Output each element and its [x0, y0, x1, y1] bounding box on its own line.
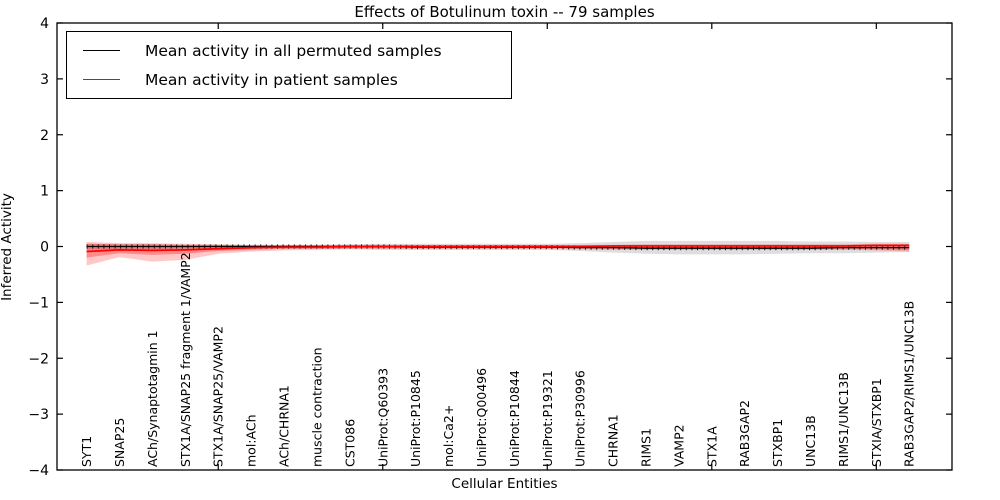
y-tick-label: 1 [40, 184, 49, 200]
x-entity-label: UniProt:Q00496 [474, 368, 489, 467]
x-entity-label: STX1A/SNAP25/VAMP2 [211, 326, 226, 467]
x-entity-label: STX1A [704, 426, 719, 467]
legend-line-sample-patient [83, 79, 120, 80]
x-entity-label: ACh/Synaptotagmin 1 [145, 330, 160, 467]
y-tick-label: 3 [40, 72, 49, 88]
x-entity-label: mol:ACh [244, 415, 259, 468]
x-entity-label: RIMS1 [639, 428, 654, 467]
legend-entry-patient: Mean activity in patient samples [67, 67, 511, 93]
x-entity-label: UniProt:P19321 [540, 370, 555, 467]
x-entity-label: UniProt:P10845 [408, 370, 423, 467]
legend-label-patient: Mean activity in patient samples [145, 70, 398, 89]
x-entity-label: STXBP1 [770, 419, 785, 467]
chart-title: Effects of Botulinum toxin -- 79 samples [354, 3, 655, 21]
x-entity-label: UNC13B [803, 415, 818, 467]
x-entity-label: RIMS1/UNC13B [836, 372, 851, 467]
x-entity-label: STXIA/STXBP1 [869, 378, 884, 467]
x-axis-label: Cellular Entities [451, 476, 558, 492]
legend: Mean activity in all permuted samples Me… [66, 31, 512, 99]
x-entity-label: SYT1 [79, 436, 94, 467]
y-tick-label: 4 [40, 16, 49, 32]
x-entity-label: muscle contraction [309, 347, 324, 467]
y-axis-label: Inferred Activity [0, 193, 15, 301]
y-tick-label: −1 [28, 295, 49, 311]
legend-label-permuted: Mean activity in all permuted samples [145, 41, 442, 60]
x-entity-label: ACh/CHRNA1 [277, 385, 292, 467]
y-tick-label: −3 [28, 407, 49, 423]
y-tick-label: 0 [40, 240, 49, 256]
x-entity-label: UniProt:P10844 [507, 370, 522, 467]
y-tick-label: −2 [28, 351, 49, 367]
y-tick-label: 2 [40, 128, 49, 144]
x-entity-label: UniProt:P30996 [573, 370, 588, 467]
x-entity-label: CHRNA1 [606, 414, 621, 467]
legend-entry-permuted: Mean activity in all permuted samples [67, 38, 511, 64]
y-tick-label: −4 [28, 463, 49, 479]
x-entity-label: SNAP25 [112, 418, 127, 467]
x-entity-label: RAB3GAP2 [737, 400, 752, 467]
legend-line-sample-permuted [83, 50, 120, 51]
x-entity-label: STX1A/SNAP25 fragment 1/VAMP2 [178, 252, 193, 467]
patient-mean-line [86, 244, 910, 253]
x-entity-label: mol:Ca2+ [441, 405, 456, 467]
x-entity-label: RAB3GAP2/RIMS1/UNC13B [902, 301, 917, 467]
x-entity-label: CST086 [342, 419, 357, 467]
x-entity-label: VAMP2 [671, 424, 686, 467]
x-entity-label: UniProt:Q60393 [375, 368, 390, 467]
